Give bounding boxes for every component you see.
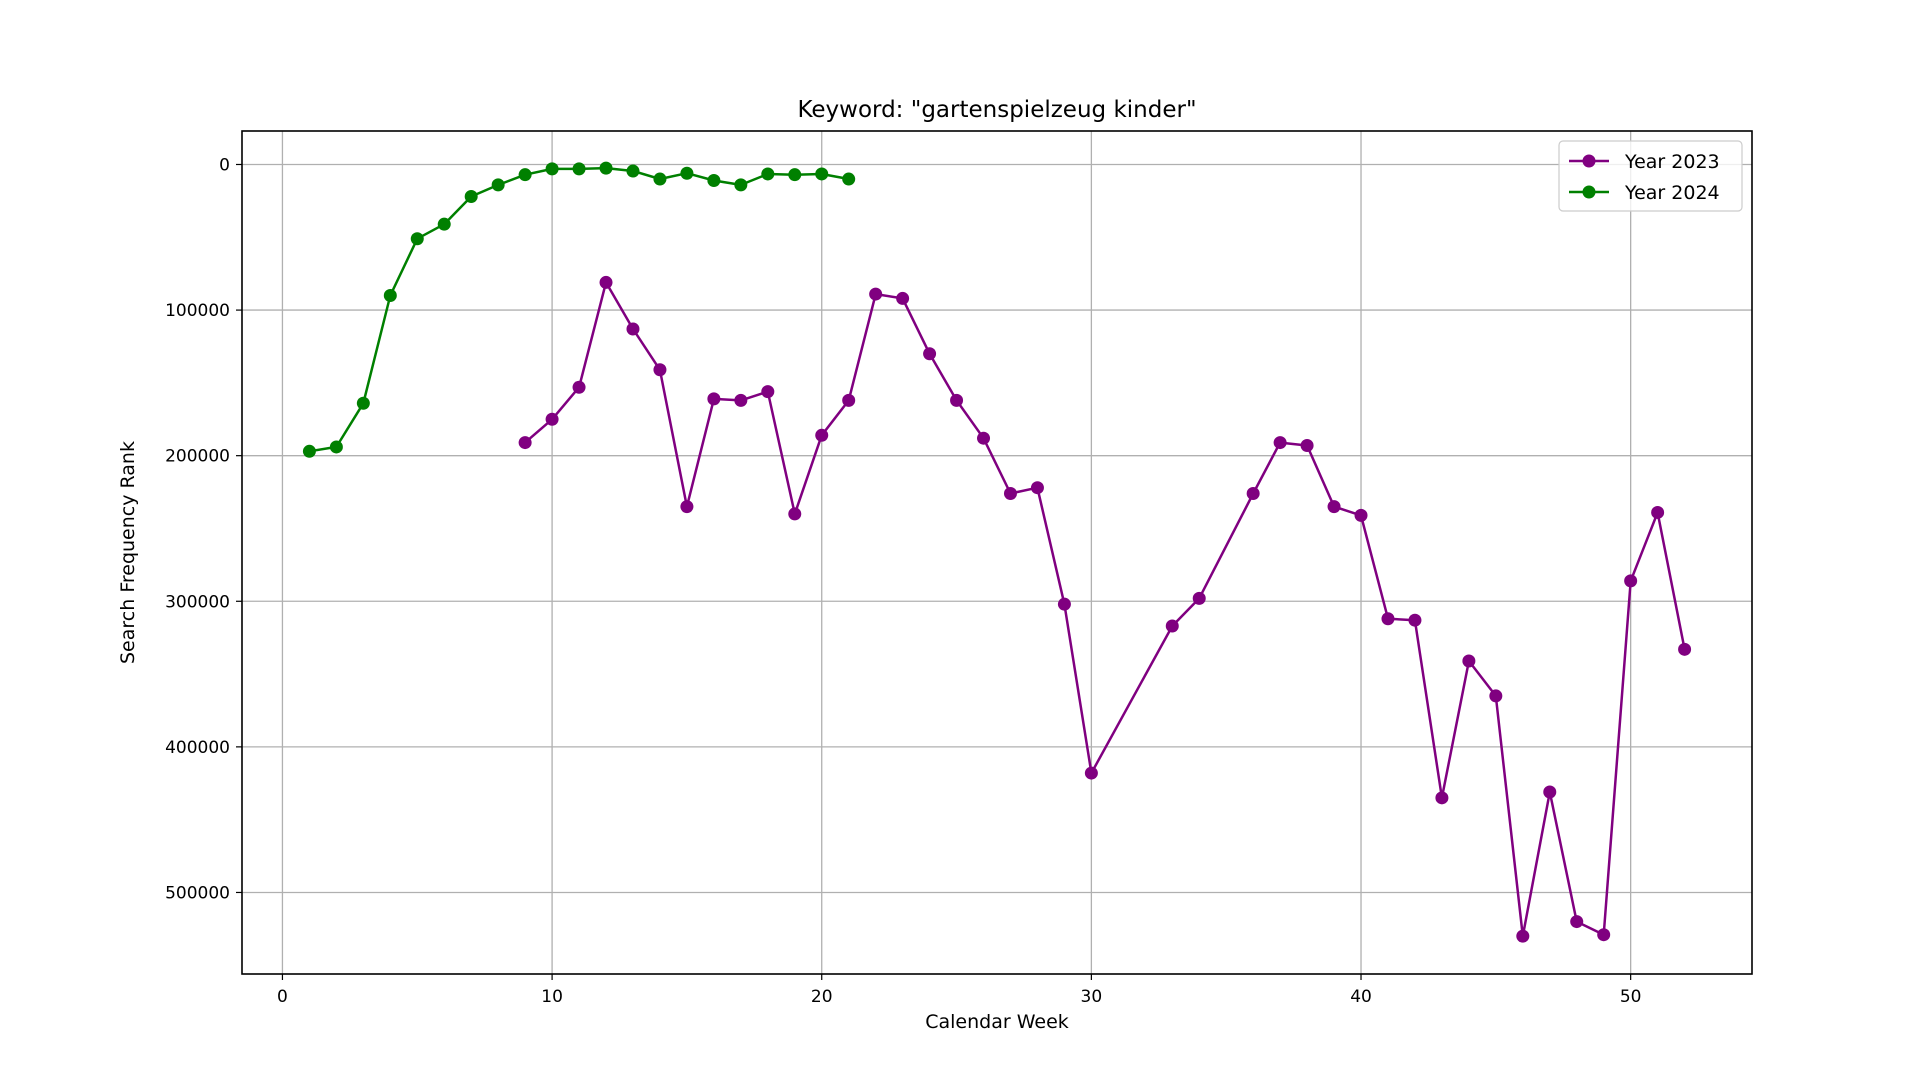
data-point <box>923 347 937 361</box>
data-point <box>869 287 883 301</box>
data-point <box>653 172 667 186</box>
data-point <box>896 291 910 305</box>
data-point <box>707 174 721 188</box>
data-point <box>1543 785 1557 799</box>
y-tick-label: 0 <box>219 155 230 175</box>
legend-box <box>1558 140 1743 212</box>
data-point <box>1381 612 1395 626</box>
data-point <box>734 393 748 407</box>
data-point <box>491 178 505 192</box>
x-tick-label: 40 <box>1350 987 1372 1007</box>
data-point <box>1624 574 1638 588</box>
data-point <box>1570 915 1584 929</box>
plot-frame <box>241 130 1753 975</box>
y-tick-label: 300000 <box>165 592 230 612</box>
y-tick-label: 200000 <box>165 447 230 467</box>
x-tick-label: 50 <box>1620 987 1642 1007</box>
legend-marker <box>1582 185 1596 199</box>
data-point <box>1057 597 1071 611</box>
data-point <box>599 275 613 289</box>
data-point <box>950 393 964 407</box>
data-point <box>1165 619 1179 633</box>
data-point <box>761 385 775 399</box>
data-point <box>761 167 775 181</box>
data-point <box>1462 654 1476 668</box>
data-point <box>1192 591 1206 605</box>
series-1 <box>302 161 856 458</box>
legend-marker <box>1582 154 1596 168</box>
data-point <box>1300 438 1314 452</box>
data-point <box>1408 613 1422 627</box>
y-tick-label: 400000 <box>165 738 230 758</box>
y-tick-label: 100000 <box>165 301 230 321</box>
legend-item: Year 2024 <box>1569 182 1720 204</box>
data-point <box>1273 436 1287 450</box>
data-point <box>599 161 613 175</box>
x-axis-label: Calendar Week <box>925 1011 1069 1033</box>
data-point <box>1084 766 1098 780</box>
data-point <box>626 164 640 178</box>
data-point <box>653 363 667 377</box>
data-point <box>1489 689 1503 703</box>
ticks: 0 10 20 30 40 50 0 100000 200000 300000 400000 5000… <box>165 155 1641 1007</box>
y-axis-label: Search Frequency Rank <box>117 441 139 664</box>
legend: Year 2023 Year 2024 <box>1558 140 1743 212</box>
data-point <box>815 167 829 181</box>
data-point <box>1678 642 1692 656</box>
data-point <box>1354 508 1368 522</box>
data-point <box>707 392 721 406</box>
data-point <box>572 162 586 176</box>
x-tick-label: 10 <box>541 987 563 1007</box>
data-point <box>518 168 532 182</box>
legend-item: Year 2023 <box>1569 151 1720 173</box>
data-point <box>302 444 316 458</box>
data-point <box>1327 500 1341 514</box>
data-point <box>437 217 451 231</box>
data-point <box>410 232 424 246</box>
y-tick-label: 500000 <box>165 883 230 903</box>
data-point <box>626 322 640 336</box>
data-point <box>1030 481 1044 495</box>
data-point <box>842 172 856 186</box>
data-point <box>842 393 856 407</box>
data-point <box>1597 928 1611 942</box>
legend-label: Year 2024 <box>1624 182 1720 204</box>
data-point <box>1516 929 1530 943</box>
data-point <box>464 190 478 204</box>
data-point <box>1003 487 1017 501</box>
data-point <box>680 500 694 514</box>
x-tick-label: 20 <box>811 987 833 1007</box>
x-tick-label: 0 <box>277 987 288 1007</box>
x-tick-label: 30 <box>1081 987 1103 1007</box>
data-point <box>1435 791 1449 805</box>
chart-title: Keyword: "gartenspielzeug kinder" <box>797 97 1196 123</box>
data-point <box>1246 487 1260 501</box>
data-point <box>545 412 559 426</box>
series-layer <box>302 161 1692 943</box>
data-point <box>383 289 397 303</box>
data-point <box>680 166 694 180</box>
data-point <box>788 168 802 182</box>
data-point <box>815 428 829 442</box>
data-point <box>788 507 802 521</box>
series-0 <box>518 275 1692 943</box>
data-point <box>1651 505 1665 519</box>
data-point <box>518 436 532 450</box>
data-point <box>977 431 991 445</box>
data-point <box>572 380 586 394</box>
data-point <box>734 178 748 192</box>
data-point <box>329 440 343 454</box>
legend-label: Year 2023 <box>1624 151 1720 173</box>
data-point <box>356 396 370 410</box>
data-point <box>545 162 559 176</box>
